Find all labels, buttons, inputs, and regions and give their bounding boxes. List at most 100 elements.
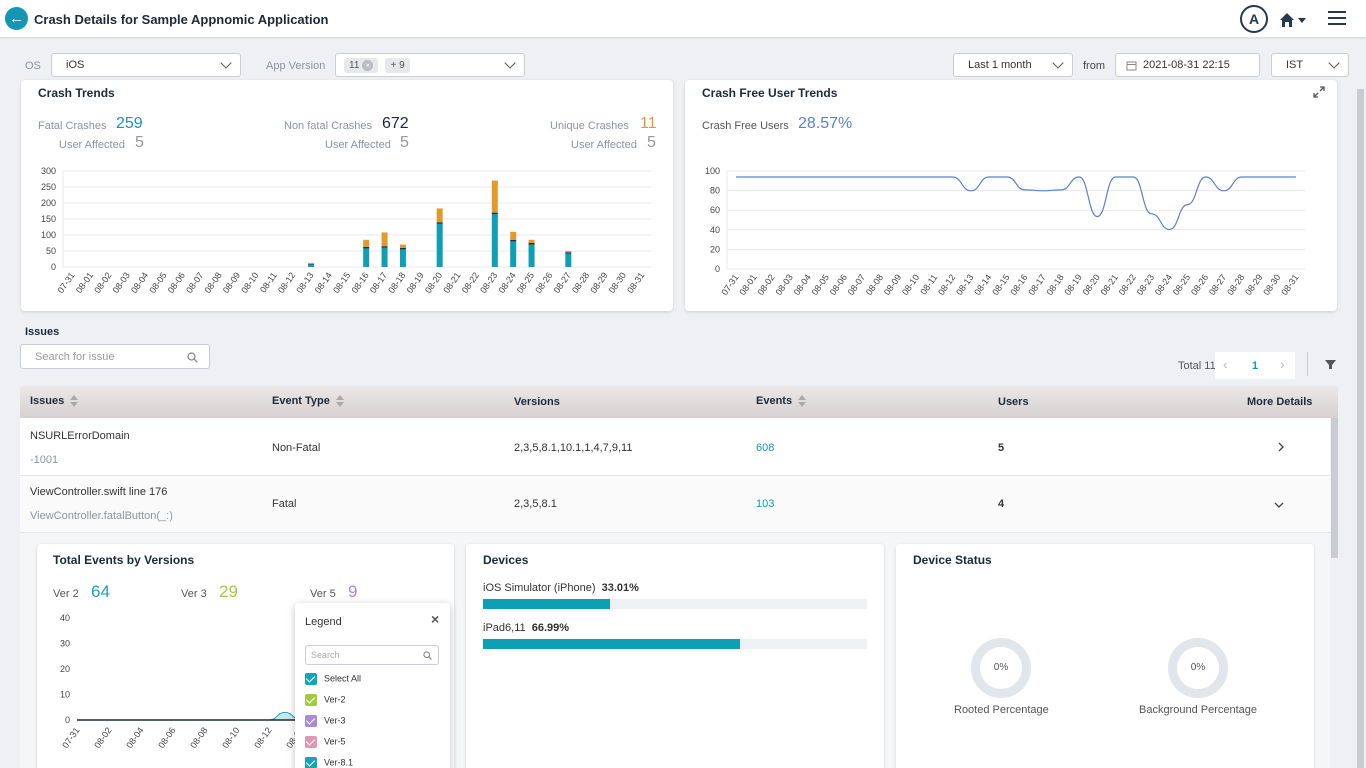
- bar: [363, 248, 370, 267]
- background-donut: 0%: [1168, 638, 1228, 698]
- legend-item-label: Select All: [324, 673, 362, 684]
- app-version-label: App Version: [266, 60, 326, 72]
- y-tick-label: 150: [41, 214, 56, 224]
- x-tick-label: 08-03: [111, 270, 132, 295]
- y-tick-label: 100: [41, 230, 56, 240]
- issue-versions: 2,3,5,8.1: [514, 498, 557, 510]
- time-range-select[interactable]: Last 1 month: [953, 53, 1073, 77]
- checkbox-icon[interactable]: [305, 715, 317, 727]
- os-label: OS: [25, 60, 41, 72]
- x-tick-label: 08-04: [129, 270, 150, 295]
- issues-table-header: Issues Event Type Versions Events Users …: [20, 386, 1338, 418]
- from-datetime-input[interactable]: 2021-08-31 22:15: [1115, 53, 1260, 77]
- x-tick-label: 08-01: [737, 272, 758, 297]
- col-versions: Versions: [514, 396, 560, 408]
- legend-search-input[interactable]: Search: [305, 645, 439, 665]
- x-tick-label: 08-09: [882, 272, 903, 297]
- col-events[interactable]: Events: [756, 395, 807, 408]
- bar: [308, 262, 315, 264]
- bar: [399, 247, 406, 250]
- current-page[interactable]: 1: [1252, 360, 1259, 372]
- y-tick-label: 0: [51, 262, 56, 272]
- page-title: Crash Details for Sample Appnomic Applic…: [34, 12, 329, 27]
- page-scrollbar[interactable]: [1357, 89, 1364, 768]
- sort-icon: [335, 395, 344, 408]
- legend-item[interactable]: Ver-5: [305, 736, 346, 748]
- table-row[interactable]: NSURLErrorDomain -1001 Non-Fatal 2,3,5,8…: [20, 418, 1330, 476]
- x-tick-label: 08-23: [1135, 272, 1156, 297]
- search-issue-input[interactable]: Search for issue: [20, 344, 210, 369]
- x-tick-label: 08-25: [515, 270, 536, 295]
- os-select[interactable]: iOS: [51, 53, 241, 77]
- search-issue-placeholder: Search for issue: [35, 351, 115, 363]
- x-tick-label: 08-06: [166, 270, 187, 295]
- fatal-crashes-value: 259: [116, 115, 143, 132]
- x-tick-label: 08-05: [810, 272, 831, 297]
- checkbox-icon[interactable]: [305, 736, 317, 748]
- col-issues[interactable]: Issues: [30, 395, 79, 408]
- version-label: Ver 2: [53, 588, 79, 600]
- back-arrow-icon[interactable]: ←: [5, 7, 28, 30]
- devices-title: Devices: [483, 553, 529, 567]
- x-tick-label: 08-11: [918, 272, 939, 296]
- legend-item-select-all[interactable]: Select All: [305, 673, 361, 685]
- chevron-right-icon[interactable]: [1276, 442, 1286, 452]
- timezone-select[interactable]: IST: [1271, 53, 1349, 77]
- close-icon[interactable]: ×: [431, 611, 440, 627]
- x-tick-label: 08-02: [92, 725, 113, 750]
- chevron-down-icon: [220, 57, 232, 69]
- checkbox-icon[interactable]: [305, 757, 317, 768]
- home-menu-button[interactable]: [1279, 11, 1313, 29]
- bar: [399, 244, 406, 248]
- bar: [510, 239, 517, 242]
- device-progress-bar: [483, 639, 867, 649]
- bar: [565, 252, 572, 254]
- crash-free-users-value: 28.57%: [798, 115, 853, 132]
- x-tick-label: 08-05: [147, 270, 168, 295]
- sort-icon: [798, 395, 807, 408]
- issue-name: NSURLErrorDomain: [30, 430, 130, 442]
- x-tick-label: 08-27: [552, 270, 573, 295]
- bar: [381, 247, 388, 267]
- table-scrollbar[interactable]: [1331, 418, 1338, 558]
- device-item: iPad6,11 66.99%: [483, 622, 569, 634]
- top-bar: ← Crash Details for Sample Appnomic Appl…: [0, 0, 1366, 38]
- y-tick-label: 200: [41, 198, 56, 208]
- prev-page-icon[interactable]: ‹: [1223, 356, 1228, 372]
- issue-events-link[interactable]: 608: [756, 442, 775, 454]
- issue-subtitle: -1001: [30, 454, 59, 466]
- x-tick-label: 08-03: [773, 272, 794, 297]
- x-tick-label: 08-13: [294, 270, 315, 295]
- x-tick-label: 08-04: [124, 725, 145, 750]
- x-tick-label: 08-29: [1243, 272, 1264, 297]
- col-event-type[interactable]: Event Type: [272, 395, 344, 408]
- y-tick-label: 30: [60, 639, 70, 649]
- legend-item[interactable]: Ver-8.1: [305, 757, 353, 768]
- chip-close-icon[interactable]: ×: [362, 60, 374, 71]
- x-tick-label: 08-25: [1171, 272, 1192, 297]
- checkbox-icon[interactable]: [305, 673, 317, 685]
- expand-icon[interactable]: [1313, 86, 1325, 98]
- table-row[interactable]: ViewController.swift line 176 ViewContro…: [20, 476, 1330, 533]
- x-tick-label: 08-15: [990, 272, 1011, 297]
- x-tick-label: 08-01: [74, 270, 95, 295]
- checkbox-icon[interactable]: [305, 694, 317, 706]
- rooted-donut: 0%: [971, 638, 1031, 698]
- chevron-down-icon: [1328, 57, 1340, 69]
- legend-item[interactable]: Ver-2: [305, 694, 346, 706]
- legend-item[interactable]: Ver-3: [305, 715, 346, 727]
- filter-icon[interactable]: [1325, 359, 1336, 370]
- x-tick-label: 08-14: [972, 272, 993, 297]
- nonfatal-users-value: 5: [400, 134, 409, 151]
- unique-users-value: 5: [647, 134, 656, 151]
- chevron-down-icon[interactable]: [1274, 500, 1284, 510]
- x-tick-label: 08-12: [936, 272, 957, 297]
- app-version-select[interactable]: 11 × + 9: [335, 53, 525, 77]
- issue-events-link[interactable]: 103: [756, 498, 775, 510]
- hamburger-menu-icon[interactable]: [1328, 11, 1346, 27]
- version-label: Ver 3: [181, 588, 207, 600]
- x-tick-label: 08-31: [625, 270, 646, 295]
- x-tick-label: 08-20: [1081, 272, 1102, 297]
- next-page-icon[interactable]: ›: [1280, 356, 1285, 372]
- avatar[interactable]: A: [1240, 5, 1268, 33]
